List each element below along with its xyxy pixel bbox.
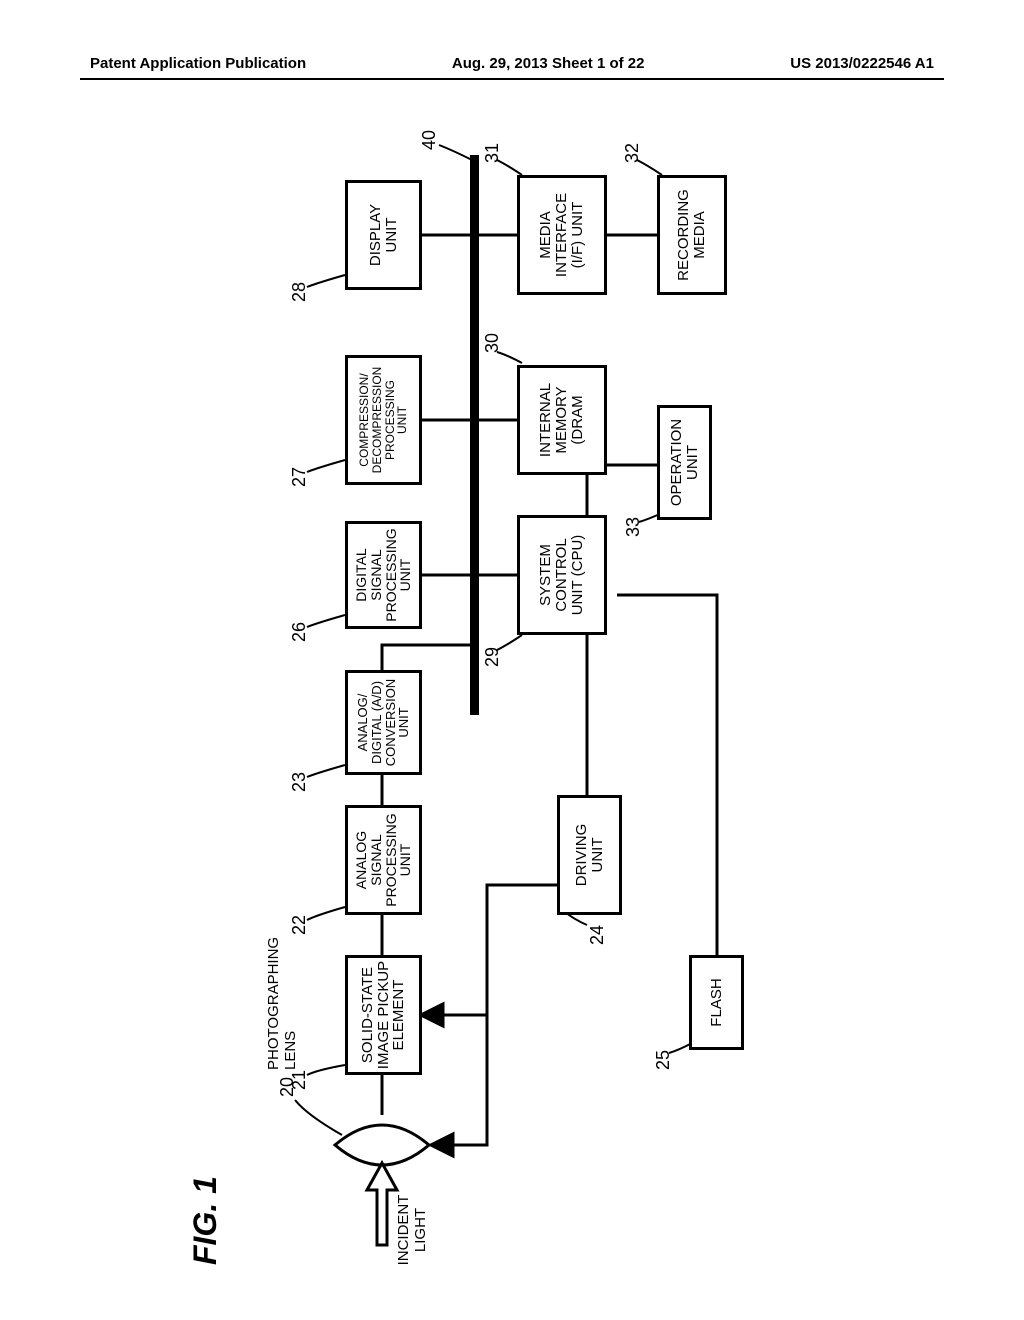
block-sensor: SOLID-STATEIMAGE PICKUPELEMENT [345, 955, 422, 1075]
ref-sensor: 21 [289, 1070, 310, 1090]
block-cpu: SYSTEMCONTROLUNIT (CPU) [517, 515, 607, 635]
lens-shape [335, 1125, 429, 1165]
block-analog-proc: ANALOGSIGNALPROCESSINGUNIT [345, 805, 422, 915]
header-right: US 2013/0222546 A1 [790, 55, 934, 72]
ref-driving: 24 [587, 925, 608, 945]
block-flash: FLASH [689, 955, 744, 1050]
block-ad: ANALOG/DIGITAL (A/D)CONVERSIONUNIT [345, 670, 422, 775]
figure-wrap: FIG. 1 [187, 125, 837, 1275]
ref-op-unit: 33 [623, 517, 644, 537]
ref-dsp: 26 [289, 622, 310, 642]
block-dsp: DIGITALSIGNALPROCESSINGUNIT [345, 521, 422, 629]
ref-compress: 27 [289, 467, 310, 487]
ref-bus: 40 [419, 130, 440, 150]
incident-light-arrow [367, 1163, 397, 1245]
page-header: Patent Application Publication Aug. 29, … [0, 55, 1024, 72]
diagram-svg [187, 125, 837, 1275]
header-center: Aug. 29, 2013 Sheet 1 of 22 [452, 55, 645, 72]
header-rule [80, 78, 944, 80]
lens-label: PHOTOGRAPHINGLENS [265, 937, 299, 1070]
block-driving: DRIVINGUNIT [557, 795, 622, 915]
ref-media-if: 31 [482, 143, 503, 163]
ref-flash: 25 [653, 1050, 674, 1070]
header-left: Patent Application Publication [90, 55, 306, 72]
incident-light-label: INCIDENTLIGHT [395, 1190, 429, 1270]
block-rec-media: RECORDINGMEDIA [657, 175, 727, 295]
ref-ad: 23 [289, 772, 310, 792]
ref-rec-media: 32 [622, 143, 643, 163]
block-media-if: MEDIAINTERFACE(I/F) UNIT [517, 175, 607, 295]
ref-display: 28 [289, 282, 310, 302]
block-op-unit: OPERATIONUNIT [657, 405, 712, 520]
ref-analog-proc: 22 [289, 915, 310, 935]
block-display: DISPLAYUNIT [345, 180, 422, 290]
ref-cpu: 29 [482, 647, 503, 667]
block-dram: INTERNALMEMORY(DRAM [517, 365, 607, 475]
block-compress: COMPRESSION/DECOMPRESSIONPROCESSINGUNIT [345, 355, 422, 485]
ref-dram: 30 [482, 333, 503, 353]
